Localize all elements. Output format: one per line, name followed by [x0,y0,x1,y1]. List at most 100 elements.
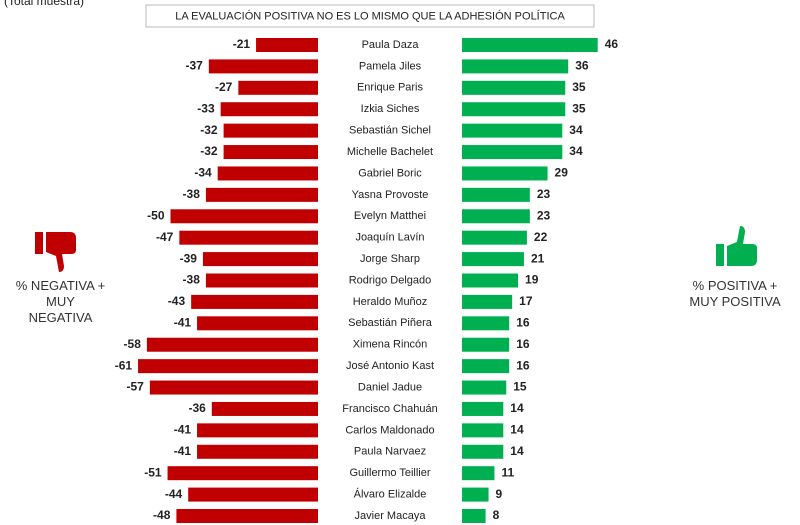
value-label: 22 [534,230,548,244]
category-label: Carlos Maldonado [345,424,434,436]
bar [223,123,318,138]
bar [205,273,318,288]
bar [202,252,318,267]
category-label: Ximena Rincón [353,339,428,351]
bar [197,423,318,438]
bar [462,316,510,331]
value-label: 15 [513,380,527,394]
bar [462,38,598,52]
bar [197,444,318,459]
value-label: -43 [168,294,186,308]
bar [462,380,507,395]
value-label: 29 [555,166,569,180]
thumbs-up-icon [716,226,757,266]
value-label: -47 [156,230,174,244]
value-label: 16 [516,315,530,329]
category-label: Enrique Paris [357,82,424,94]
value-label: -37 [186,59,204,73]
value-label: 14 [510,423,524,437]
value-label: 34 [569,123,583,137]
bar [138,359,318,374]
value-label: 14 [510,401,524,415]
bar [223,145,318,160]
value-label: 21 [531,251,545,265]
value-label: -41 [174,423,192,437]
category-label: Guillermo Teillier [349,467,430,479]
value-label: 35 [572,80,586,94]
bar [462,145,563,160]
bar [205,187,318,202]
value-label: -50 [147,208,165,222]
value-label: -32 [200,123,218,137]
category-label: Paula Narvaez [354,446,426,458]
category-label: Pamela Jiles [359,60,422,72]
value-label: 35 [572,101,586,115]
bar [197,316,318,331]
thumbs-down-icon [35,232,76,272]
value-label: 23 [537,187,551,201]
bar [462,209,530,224]
bar [462,337,510,352]
bar [462,252,524,267]
bar [462,466,495,481]
bar [217,166,318,181]
bar [462,80,566,95]
category-label: Michelle Bachelet [347,146,433,158]
value-label: -21 [233,37,251,51]
category-label: Paula Daza [362,39,420,51]
bar [191,294,318,309]
chart-subtitle: (Total muestra) [4,0,84,8]
value-label: -38 [183,187,201,201]
value-label: -58 [124,337,142,351]
value-label: -51 [144,465,162,479]
bar [462,123,563,138]
category-label: Álvaro Elizalde [354,487,427,500]
value-label: 36 [575,59,589,73]
category-label: Rodrigo Delgado [349,274,432,286]
bar [462,294,513,309]
category-label: Daniel Jadue [358,381,422,393]
bar [238,80,318,95]
value-label: 11 [501,465,514,479]
value-label: -41 [174,444,192,458]
value-label: 17 [519,294,533,308]
bar [462,509,486,523]
category-label: Sebastián Piñera [348,317,433,329]
value-label: 8 [493,508,500,522]
value-label: -48 [153,508,171,522]
value-label: -57 [127,380,145,394]
bar [167,466,318,481]
value-label: -34 [194,166,212,180]
bar [462,166,548,181]
value-label: -33 [197,101,215,115]
category-label: Joaquín Lavín [355,232,424,244]
value-label: -39 [180,251,198,265]
value-label: -61 [115,358,133,372]
value-label: 46 [605,37,619,51]
category-label: Gabriel Boric [358,167,422,179]
value-label: -27 [215,80,233,94]
value-label: -36 [188,401,206,415]
value-label: -41 [174,315,192,329]
bar [188,487,318,502]
bar [220,102,318,117]
bar [462,487,489,502]
bar [462,273,519,288]
bar [179,230,318,245]
value-label: 16 [516,358,530,372]
category-label: José Antonio Kast [346,360,434,372]
legend-negative: % NEGATIVA + MUY NEGATIVA [15,278,106,325]
bar [149,380,318,395]
category-label: Sebastián Sichel [349,125,431,137]
chart-title: LA EVALUACIÓN POSITIVA NO ES LO MISMO QU… [175,9,565,22]
bar [146,337,318,352]
value-label: 14 [510,444,524,458]
bar [462,187,530,202]
value-label: 16 [516,337,530,351]
category-label: Javier Macaya [355,510,427,522]
value-label: 23 [537,208,551,222]
bar [462,444,504,459]
value-label: 19 [525,273,539,287]
title-box [145,4,595,28]
